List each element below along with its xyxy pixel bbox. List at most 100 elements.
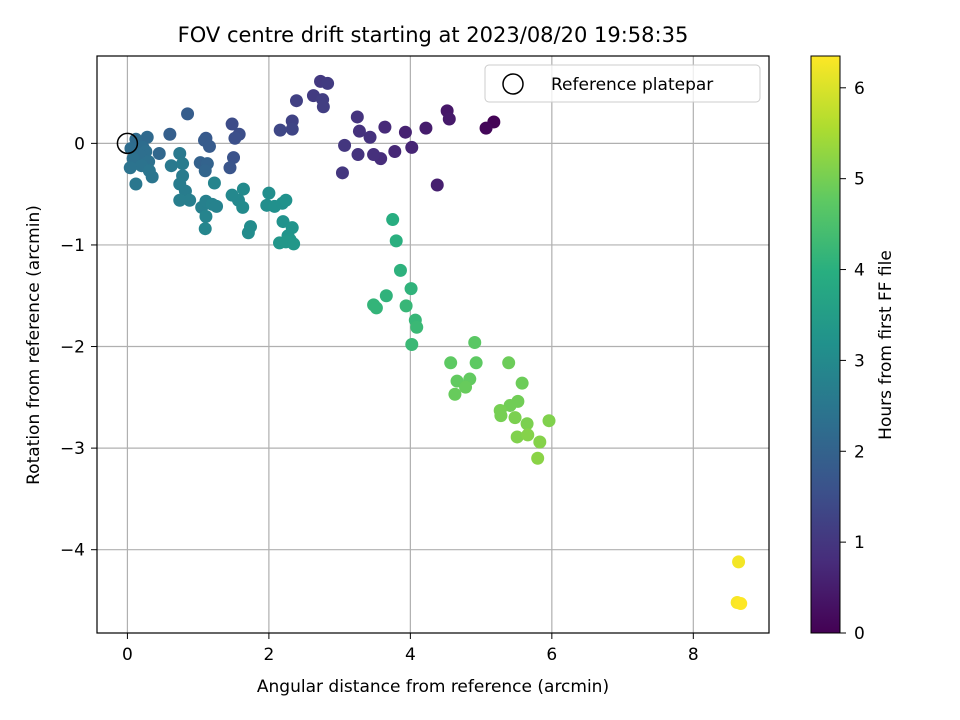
x-axis-label: Angular distance from reference (arcmin) [257,677,609,697]
data-point [276,215,290,229]
data-point [181,107,195,121]
reference-platepar-marker [116,132,139,155]
x-tick-label: 8 [688,645,699,665]
data-point [287,237,301,251]
data-point [350,110,364,124]
data-point [367,148,381,162]
colorbar-tick-label: 5 [854,170,865,190]
data-point [369,301,383,315]
colorbar-tick-label: 1 [854,533,865,553]
legend-label: Reference platepar [551,75,713,95]
colorbar-label: Hours from first FF file [876,250,896,440]
data-points [116,74,748,611]
colorbar-tick-label: 4 [854,261,865,281]
y-tick-label: −1 [60,236,85,256]
data-point [210,199,224,213]
data-point [123,161,137,175]
data-point [163,127,177,141]
data-point [469,356,483,370]
data-point [515,376,529,390]
data-point [262,186,276,200]
plot-frame [96,55,770,634]
data-point [241,226,255,240]
data-point [338,138,352,152]
data-point [732,555,746,569]
data-point [164,159,178,173]
data-point [173,193,187,207]
data-point [508,411,522,425]
data-point [140,130,154,144]
legend: Reference platepar [484,64,761,103]
data-point [459,380,473,394]
data-point [502,356,516,370]
data-point [468,335,482,349]
data-point [494,409,508,423]
data-point [448,387,462,401]
data-point [542,414,556,428]
data-point [405,338,419,351]
data-point [404,282,418,296]
data-point [273,123,287,137]
x-tick-label: 4 [405,645,416,665]
data-point [479,121,493,135]
legend-reference-marker [502,73,524,95]
data-point [378,120,392,134]
data-point [386,213,400,227]
colorbar-tick-label: 3 [854,351,865,371]
data-point [173,147,187,161]
data-point [430,178,444,192]
y-tick-label: 0 [74,134,85,154]
data-point [289,94,303,108]
colorbar: 0 1 2 3 4 5 6 [810,55,865,644]
data-point [520,417,534,431]
data-point [352,124,366,138]
data-point [202,139,216,153]
data-point [198,164,212,178]
y-axis-label: Rotation from reference (arcmin) [24,205,44,485]
y-tick-label: −2 [60,338,85,358]
data-point [510,430,524,444]
data-point [236,182,250,196]
data-point [410,320,424,334]
axes: 0 2 4 6 8 0 −1 −2 −3 −4 [60,55,770,665]
data-point [321,76,335,90]
data-point [225,117,239,131]
data-point [129,177,143,191]
y-tick-label: −4 [60,541,85,561]
x-tick-label: 2 [263,645,274,665]
data-point [521,428,535,442]
data-point [183,193,197,207]
data-point [444,356,458,370]
data-point [363,130,377,144]
colorbar-tick-label: 2 [854,442,865,462]
colorbar-tick-label: 6 [854,79,865,99]
data-point [388,144,402,158]
colorbar-tick-label: 0 [854,624,865,644]
data-point [734,597,748,611]
legend-box [484,64,761,103]
data-point [351,148,365,162]
data-point [316,100,330,114]
data-point [419,121,433,135]
data-point [335,166,349,180]
data-point [227,151,241,165]
data-point [379,289,393,303]
data-point [531,451,545,465]
data-point [236,200,250,214]
data-point [398,125,412,139]
data-point [228,131,242,145]
x-tick-label: 0 [122,645,133,665]
data-point [176,157,190,171]
x-tick-label: 6 [546,645,557,665]
data-point [399,299,413,313]
data-point [503,398,517,412]
data-point [198,222,212,236]
data-point [393,263,407,277]
data-point [405,140,419,154]
data-point [152,147,166,161]
data-point [207,176,221,190]
data-point [145,170,159,184]
data-point [285,122,299,136]
data-point [279,193,293,207]
